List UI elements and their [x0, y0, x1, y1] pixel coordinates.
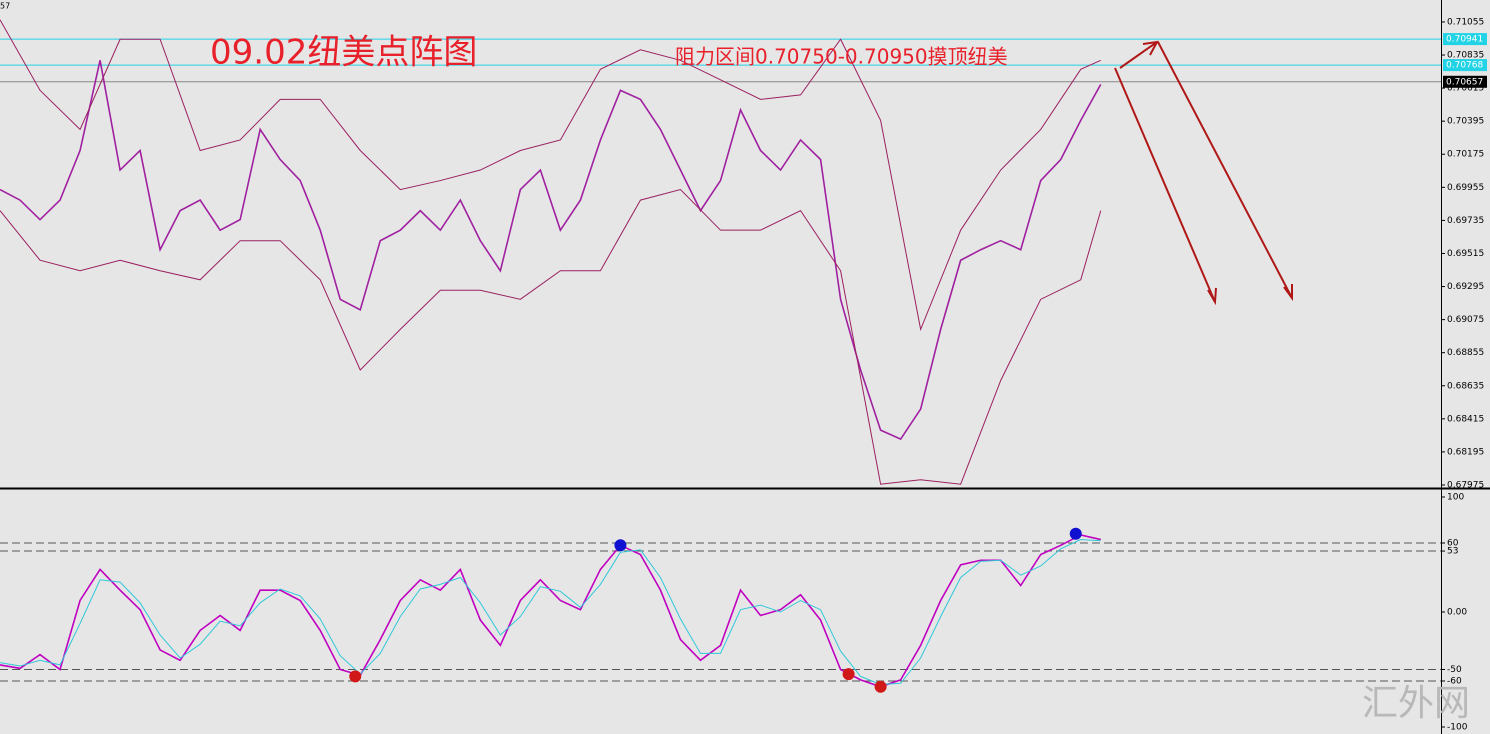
y-tick-label: 0.70175	[1447, 150, 1484, 160]
arrow-head	[1142, 40, 1159, 56]
arrow	[1157, 41, 1293, 299]
y-tick-label: 0.69075	[1447, 315, 1484, 325]
arrow-head	[1283, 284, 1293, 302]
chart-layer: 0.71055 0.70835 0.70615 0.70395 0.70175 0.699…	[0, 17, 1487, 733]
y-tick-label: 0.69955	[1447, 183, 1484, 193]
y-tick-label: 0.68635	[1447, 381, 1484, 391]
y-tick-label: 60	[1447, 539, 1459, 549]
y-tick-label: -100	[1447, 723, 1468, 733]
annotation: 阻力区间0.70750-0.70950摸顶纽美	[675, 45, 1008, 69]
series-line	[0, 19, 1101, 332]
level-label-bg	[1443, 59, 1487, 72]
y-tick-label: 0.70395	[1447, 117, 1484, 127]
signal-dot	[842, 668, 855, 681]
chart-title: 09.02纽美点阵图	[210, 33, 477, 73]
y-tick-label: 0.68415	[1447, 414, 1484, 424]
y-tick-label: 0.70615	[1447, 84, 1484, 94]
y-tick-label: 0.69735	[1447, 216, 1484, 226]
y-tick-label: 0.70835	[1447, 51, 1484, 61]
signal-dot	[1069, 527, 1082, 540]
y-tick-label: 0.69295	[1447, 282, 1484, 292]
level-label: 0.70941	[1446, 35, 1483, 45]
signal-dot	[614, 539, 627, 552]
level-label: 0.70768	[1446, 61, 1483, 71]
arrow	[1119, 41, 1158, 69]
watermark: 汇外网	[1362, 683, 1470, 724]
y-tick-label: 0.71055	[1447, 17, 1484, 27]
y-tick-label: 53	[1447, 547, 1458, 557]
y-tick-label: 0.67975	[1447, 480, 1484, 490]
arrow-head	[1207, 287, 1217, 306]
level-label-bg	[1443, 75, 1487, 88]
arrows	[1114, 40, 1293, 306]
y-tick-label: 0.69515	[1447, 249, 1484, 259]
level-label-bg	[1443, 33, 1487, 46]
y-tick-label: -50	[1447, 665, 1462, 675]
y-tick-label: 0.68195	[1447, 447, 1484, 457]
y-tick-label: 0.00	[1447, 608, 1467, 618]
y-tick-label: 100	[1447, 493, 1464, 503]
level-label: 0.70657	[1446, 77, 1483, 87]
y-tick-label: -60	[1447, 677, 1462, 687]
y-tick-label: 0.68855	[1447, 348, 1484, 358]
signal-dot	[874, 680, 887, 693]
series-line	[0, 60, 1102, 441]
series-line	[0, 539, 1101, 685]
series-line	[0, 189, 1102, 485]
signal-dot	[349, 670, 362, 683]
arrow	[1114, 67, 1216, 303]
corner-label: 57	[0, 2, 10, 11]
